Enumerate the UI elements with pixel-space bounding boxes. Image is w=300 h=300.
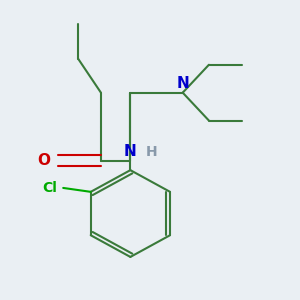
Text: O: O (37, 153, 50, 168)
Text: Cl: Cl (42, 181, 57, 195)
Text: N: N (124, 144, 137, 159)
Text: H: H (146, 145, 158, 159)
Text: N: N (176, 76, 189, 91)
